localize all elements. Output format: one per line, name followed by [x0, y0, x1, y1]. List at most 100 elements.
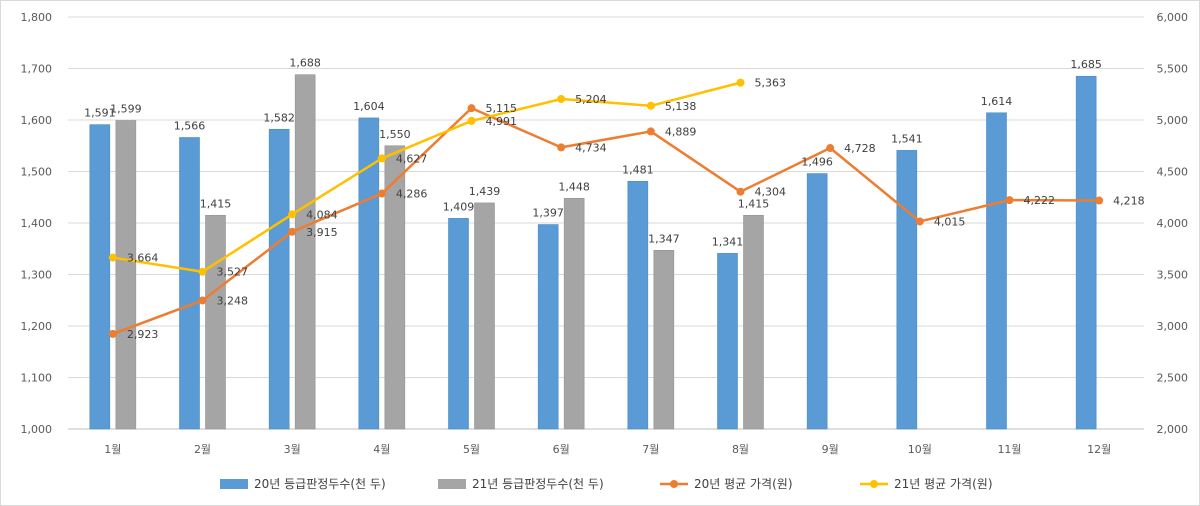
x-tick-label: 5월: [463, 443, 480, 456]
bar-data-label: 1,614: [981, 95, 1013, 108]
line-data-label: 4,734: [575, 141, 607, 154]
bar-data-label: 1,688: [289, 57, 321, 70]
x-tick-label: 2월: [194, 443, 211, 456]
right-tick-label: 6,000: [1157, 11, 1189, 24]
line-point: [557, 94, 566, 103]
line-point: [377, 154, 386, 163]
line-data-label: 5,363: [755, 77, 787, 90]
bar: [89, 124, 111, 430]
legend-swatch: [438, 479, 466, 489]
line-point: [646, 101, 655, 110]
line-data-label: 5,138: [665, 100, 697, 113]
line-point: [915, 217, 924, 226]
bar: [743, 214, 764, 430]
bar: [179, 137, 200, 430]
bar-data-label: 1,604: [353, 100, 385, 113]
left-tick-label: 1,100: [21, 372, 53, 385]
x-tick-label: 10월: [908, 443, 932, 456]
right-tick-label: 2,000: [1157, 423, 1189, 436]
line-point: [108, 329, 117, 338]
line-point: [1005, 196, 1014, 205]
line-data-label: 2,923: [127, 328, 159, 341]
right-tick-label: 3,500: [1157, 269, 1189, 282]
bar: [627, 180, 649, 430]
bar: [717, 253, 738, 430]
legend-label: 20년 평균 가격(원): [694, 477, 793, 491]
x-tick-label: 3월: [284, 443, 301, 456]
x-tick-label: 6월: [553, 443, 570, 456]
line-point: [736, 78, 745, 87]
bar: [268, 128, 290, 430]
left-tick-label: 1,300: [21, 269, 53, 282]
line-data-label: 4,218: [1113, 195, 1145, 208]
left-tick-label: 1,000: [21, 423, 53, 436]
left-tick-label: 1,600: [21, 114, 53, 127]
bar-data-label: 1,439: [469, 185, 501, 198]
bar-data-label: 1,347: [648, 232, 680, 245]
bar-data-label: 1,541: [891, 132, 923, 145]
bar-data-label: 1,397: [532, 207, 564, 220]
right-axis-ticks: 2,000 2,500 3,000 3,500 4,000 4,500 5,000 5,500…: [1157, 11, 1189, 436]
x-axis-categories: 1월 2월 3월 4월 5월 6월 7월 8월 9월 10월 11월 12월: [104, 443, 1111, 456]
line-point: [108, 253, 117, 262]
bar-data-label: 1,685: [1070, 58, 1102, 71]
line-point: [377, 189, 386, 198]
line-data-label: 5,204: [575, 93, 607, 106]
right-tick-label: 3,000: [1157, 320, 1189, 333]
bar: [806, 173, 828, 430]
bar: [358, 117, 380, 430]
bar-data-label: 1,599: [110, 103, 142, 116]
gridlines: [68, 16, 1144, 430]
right-tick-label: 2,500: [1157, 372, 1189, 385]
line-point: [646, 127, 655, 136]
line-data-label: 4,015: [934, 215, 966, 228]
line-point: [467, 116, 476, 125]
bar-data-label: 1,496: [801, 156, 833, 169]
line-data-label: 4,304: [755, 186, 787, 199]
line-data-label: 4,286: [396, 188, 428, 201]
bar-data-label: 1,582: [263, 111, 295, 124]
left-tick-label: 1,700: [21, 63, 53, 76]
bar: [986, 112, 1007, 430]
x-tick-label: 4월: [373, 443, 390, 456]
line-data-label: 4,084: [306, 208, 338, 221]
line-point: [288, 227, 297, 236]
line-point: [1095, 196, 1104, 205]
line-data-label: 3,248: [217, 294, 249, 307]
legend-swatch: [220, 479, 248, 489]
bar: [205, 214, 226, 430]
line-point: [826, 144, 835, 153]
bar: [563, 197, 585, 430]
line-point: [288, 210, 297, 219]
right-tick-label: 5,500: [1157, 63, 1189, 76]
left-tick-label: 1,500: [21, 166, 53, 179]
x-tick-label: 12월: [1087, 443, 1111, 456]
line-data-label: 3,915: [306, 226, 338, 239]
legend-marker: [870, 480, 878, 488]
right-tick-label: 4,000: [1157, 217, 1189, 230]
line-data-label: 5,115: [486, 102, 518, 115]
legend: 20년 등급판정두수(천 두) 21년 등급판정두수(천 두) 20년 평균 가격(…: [220, 476, 993, 491]
bar: [1075, 75, 1097, 430]
bar-data-label: 1,481: [622, 163, 654, 176]
left-tick-label: 1,200: [21, 320, 53, 333]
legend-label: 21년 평균 가격(원): [894, 477, 993, 491]
line-point: [198, 267, 207, 276]
bar-data-label: 1,448: [558, 180, 590, 193]
bar-data-label: 1,341: [712, 235, 744, 248]
bar: [896, 150, 918, 430]
bar-series: [89, 74, 1097, 430]
x-tick-label: 11월: [997, 443, 1021, 456]
line-data-label: 4,991: [486, 115, 518, 128]
bar-data-label: 1,415: [200, 197, 232, 210]
series-line: [112, 106, 1100, 336]
bar: [653, 249, 675, 430]
bar: [384, 145, 406, 430]
bar: [474, 202, 495, 430]
line-point: [736, 187, 745, 196]
x-tick-label: 7월: [642, 443, 659, 456]
line-data-label: 3,664: [127, 252, 159, 265]
line-point: [198, 296, 207, 305]
line-data-label: 4,627: [396, 152, 428, 165]
legend-label: 21년 등급판정두수(천 두): [472, 476, 604, 491]
